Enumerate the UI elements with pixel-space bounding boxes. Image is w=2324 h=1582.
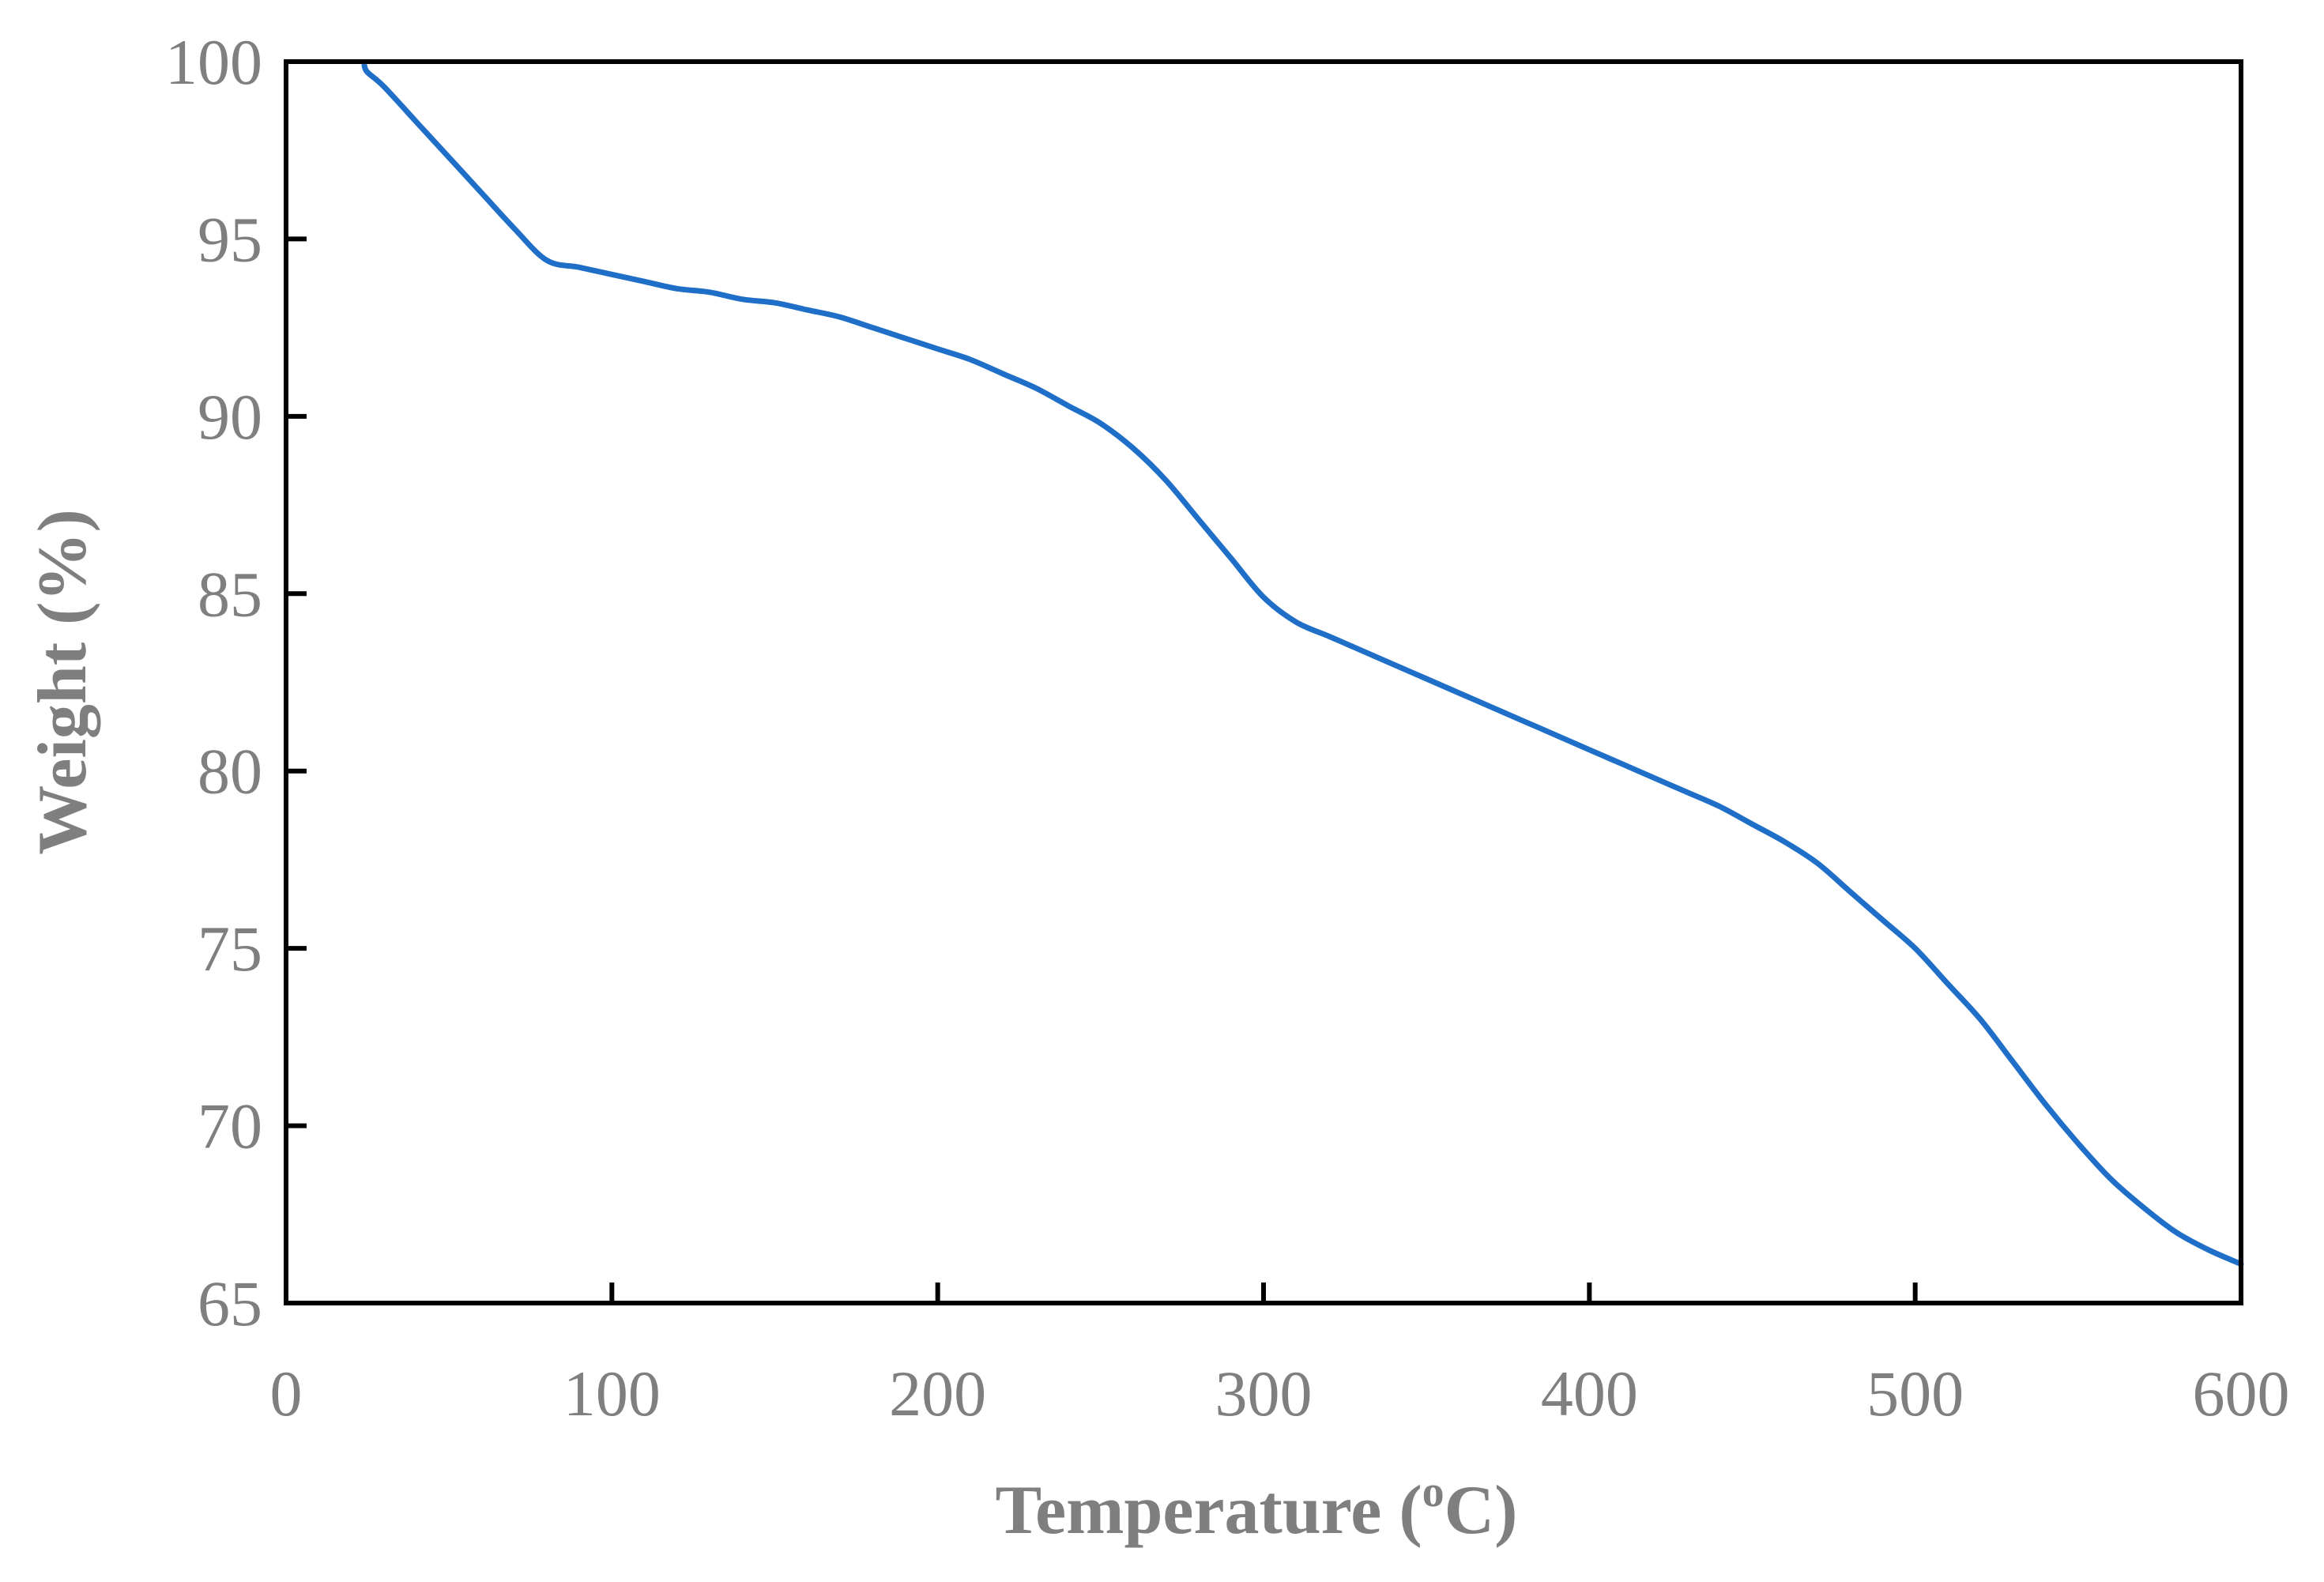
y-tick-label: 75 bbox=[198, 913, 262, 985]
x-axis-title: Temperature (oC) bbox=[996, 1467, 1518, 1549]
y-tick-label: 85 bbox=[198, 558, 262, 630]
y-axis-title: Weight (%) bbox=[24, 509, 101, 855]
x-tick-label: 100 bbox=[563, 1358, 661, 1429]
x-tick-label: 0 bbox=[270, 1358, 303, 1429]
x-axis-tick-labels: 0 100 200 300 400 500 600 bbox=[270, 1358, 2290, 1429]
y-tick-label: 100 bbox=[165, 26, 262, 98]
y-tick-label: 95 bbox=[198, 203, 262, 275]
y-axis-tick-labels: 65 70 75 80 85 90 95 100 bbox=[165, 26, 262, 1339]
x-tick-label: 300 bbox=[1215, 1358, 1313, 1429]
y-tick-label: 90 bbox=[198, 381, 262, 453]
x-tick-label: 600 bbox=[2193, 1358, 2290, 1429]
y-tick-label: 65 bbox=[198, 1267, 262, 1339]
y-tick-label: 70 bbox=[198, 1090, 262, 1162]
x-tick-label: 500 bbox=[1866, 1358, 1964, 1429]
weight-curve bbox=[361, 62, 2244, 1267]
x-tick-label: 200 bbox=[889, 1358, 986, 1429]
plot-area-frame bbox=[284, 59, 2243, 1305]
y-tick-label: 80 bbox=[198, 736, 262, 808]
x-tick-label: 400 bbox=[1541, 1358, 1638, 1429]
y-axis-ticks bbox=[286, 236, 307, 1128]
x-axis-ticks bbox=[609, 1283, 1918, 1303]
